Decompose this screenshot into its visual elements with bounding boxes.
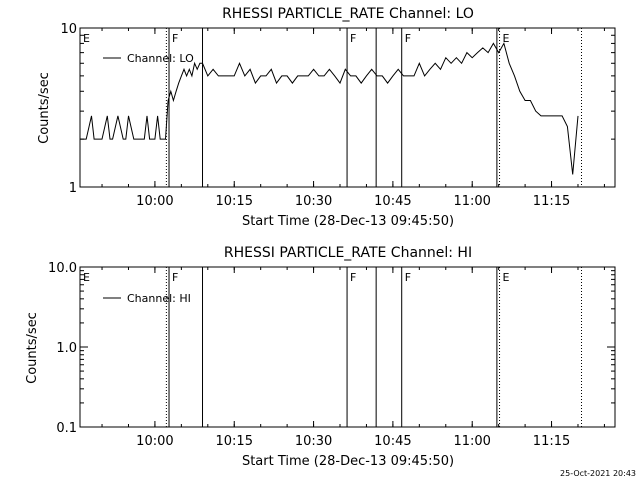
flag-label: E [503,271,510,284]
panel-lo: RHESSI PARTICLE_RATE Channel: LO E F F F E 1… [37,6,616,229]
y-tick-label: 1 [69,181,77,196]
x-tick-label: 10:00 [136,194,173,209]
x-tick-label: 10:30 [295,434,332,449]
flag-label: E [503,32,510,45]
x-tick-label: 11:15 [533,194,570,209]
legend-label-hi: Channel: HI [127,292,191,305]
x-tick-label: 11:15 [533,434,570,449]
y-axis-lo: 1 10 [60,22,615,196]
y-tick-label: 1.0 [56,341,77,356]
x-tick-label: 10:15 [216,194,253,209]
x-axis-label-hi: Start Time (28-Dec-13 09:45:50) [242,454,454,469]
y-axis-label-hi: Counts/sec [25,312,40,384]
flag-label: E [83,32,90,45]
flag-label: F [350,32,356,45]
x-tick-label: 10:30 [295,194,332,209]
x-tick-label: 11:00 [453,434,490,449]
flag-label: F [405,271,411,284]
panel-hi: RHESSI PARTICLE_RATE Channel: HI E F F F E 1… [25,245,616,469]
x-tick-label: 10:15 [216,434,253,449]
y-axis-hi: 0.1 1.0 10.0 [48,261,615,436]
y-tick-label: 10 [60,22,77,37]
legend-hi: Channel: HI [103,292,191,305]
flag-label: F [405,32,411,45]
legend-lo: Channel: LO [103,52,194,65]
x-axis-label-lo: Start Time (28-Dec-13 09:45:50) [242,214,454,229]
y-tick-label: 10.0 [48,261,77,276]
flag-label: F [350,271,356,284]
x-tick-label: 10:45 [374,194,411,209]
flag-label: E [83,271,90,284]
chart-title-hi: RHESSI PARTICLE_RATE Channel: HI [224,245,472,261]
series-line-channel-lo [80,42,579,175]
flag-label: F [172,271,178,284]
x-tick-label: 10:45 [374,434,411,449]
chart-title-lo: RHESSI PARTICLE_RATE Channel: LO [222,6,474,22]
y-axis-label-lo: Counts/sec [37,72,52,144]
x-tick-label: 10:00 [136,434,173,449]
y-tick-label: 0.1 [56,421,77,436]
footer-timestamp: 25-Oct-2021 20:43 [560,469,636,478]
x-tick-label: 11:00 [453,194,490,209]
x-axis-hi: 10:00 10:15 10:30 10:45 11:00 11:15 [101,267,605,449]
legend-label-lo: Channel: LO [127,52,194,65]
x-axis-lo: 10:00 10:15 10:30 10:45 11:00 11:15 [101,28,605,209]
flag-label: F [172,32,178,45]
